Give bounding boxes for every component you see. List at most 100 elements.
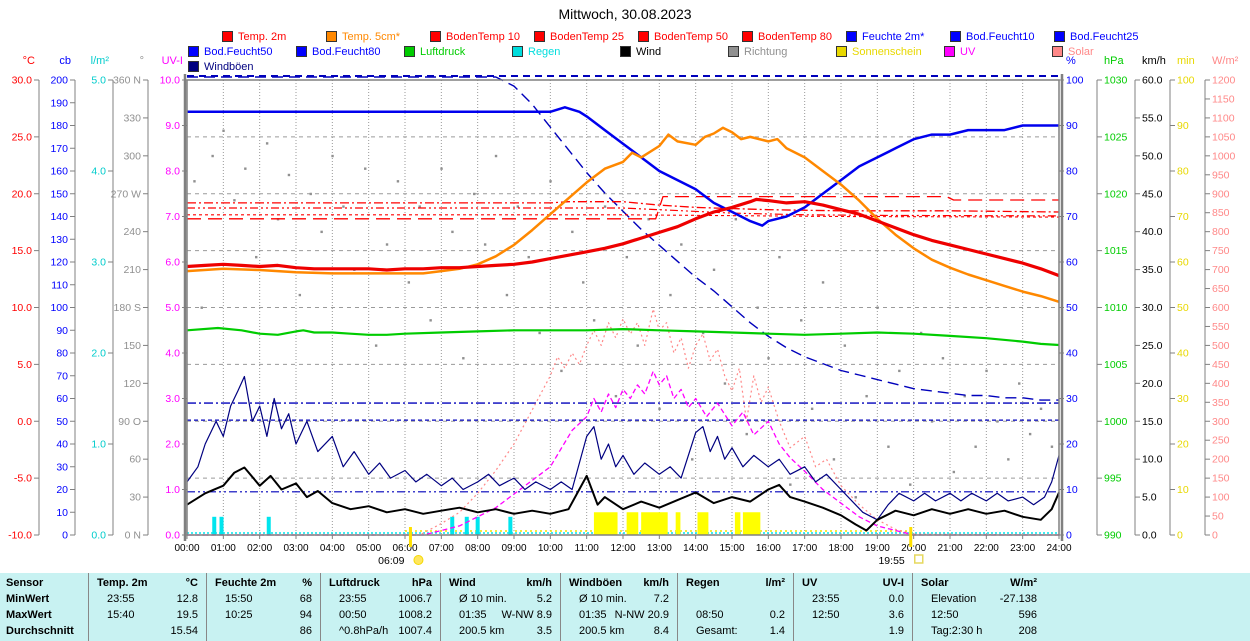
- legend-swatch-bodentemp-10: [430, 31, 441, 42]
- richtung-dot: [1007, 458, 1010, 461]
- legend-label: Luftdruck: [420, 45, 466, 58]
- axis-label-°: 300: [123, 150, 141, 162]
- x-axis-label: 03:00: [283, 543, 308, 554]
- rain-bar: [475, 516, 480, 535]
- cell-label: ^0.8hPa/h: [339, 625, 389, 637]
- richtung-dot: [767, 357, 770, 360]
- cell-label: Tag:2:30 h: [931, 625, 983, 637]
- series-bodentemp-80: [187, 195, 1059, 220]
- sunshine-bar: [626, 512, 639, 535]
- axis-label-W/m²: 500: [1212, 340, 1230, 352]
- richtung-dot: [527, 255, 530, 259]
- legend-label: Bod.Feucht50: [204, 45, 273, 58]
- axis-label-%: 30: [1066, 393, 1078, 405]
- axis-label-UV-I: 5.0: [165, 302, 180, 314]
- richtung-dot: [211, 154, 214, 158]
- axis-label-l/m²: 5.0: [91, 75, 106, 87]
- table-cell-row: 15:50 68: [207, 593, 320, 609]
- table-cell-row: 12:50 596: [913, 609, 1045, 625]
- cell-label: 00:50: [339, 609, 367, 621]
- table-cell-row: Ø 10 min. 7.2: [561, 593, 677, 609]
- richtung-dot: [560, 369, 563, 373]
- richtung-dot: [298, 293, 302, 297]
- col-unit: °C: [185, 577, 198, 589]
- richtung-dot: [832, 458, 836, 461]
- cell-label: 23:55: [812, 593, 840, 605]
- cell-label: 23:55: [107, 593, 135, 605]
- richtung-dot: [898, 369, 901, 373]
- table-cell-row: 12:50 3.6: [794, 609, 912, 625]
- legend-row-2: Bod.Feucht50 Bod.Feucht80 Luftdruck Regen Wi…: [188, 45, 1160, 58]
- richtung-dot: [865, 394, 868, 398]
- legend-item-bod-feucht80: Bod.Feucht80: [296, 45, 404, 58]
- x-axis-label: 02:00: [247, 543, 272, 554]
- table-col-header: Wind km/h: [441, 577, 560, 593]
- cell-value: 1006.7: [398, 593, 432, 605]
- axis-label-cb: 190: [50, 97, 68, 109]
- x-axis-label: 04:00: [320, 543, 345, 554]
- axis-label-%: 10: [1066, 484, 1078, 496]
- richtung-dot: [255, 255, 258, 259]
- axis-label-W/m²: 750: [1212, 245, 1230, 257]
- col-name: Solar: [921, 577, 949, 589]
- richtung-dot: [647, 218, 650, 221]
- axis-label-km/h: 20.0: [1142, 378, 1163, 390]
- axis-label-UV-I: 6.0: [165, 257, 180, 269]
- richtung-dot: [843, 344, 847, 347]
- legend-label: Richtung: [744, 45, 788, 58]
- legend-swatch-bod-feucht80: [296, 46, 307, 57]
- axis-unit-l/m²: l/m²: [91, 55, 110, 67]
- axis-label-W/m²: 850: [1212, 207, 1230, 219]
- axis-label-W/m²: 1050: [1212, 131, 1236, 143]
- table-cell-row: 08:50 0.2: [678, 609, 793, 625]
- axis-label-°C: -10.0: [8, 530, 32, 542]
- richtung-dot: [800, 319, 803, 322]
- axis-label-km/h: 40.0: [1142, 226, 1163, 238]
- series-windboeen: [186, 375, 1060, 521]
- axis-unit-W/m²: W/m²: [1212, 55, 1239, 67]
- legend-swatch-luftdruck: [404, 46, 415, 57]
- axis-label-°C: -5.0: [14, 473, 32, 485]
- axis-label-UV-I: 8.0: [165, 166, 180, 178]
- x-axis-label: 16:00: [756, 543, 781, 554]
- cell-label: [89, 625, 107, 641]
- x-axis-label: 19:00: [865, 543, 890, 554]
- x-axis-label: 13:00: [647, 543, 672, 554]
- legend-item-feuchte-2m: Feuchte 2m*: [846, 30, 950, 43]
- richtung-dot: [909, 483, 912, 486]
- axis-label-cb: 10: [56, 507, 68, 519]
- table-col-windb-en: Windböen km/h Ø 10 min. 7.2 01:35 N-NW 20.9 20…: [560, 573, 677, 641]
- series-uv: [187, 370, 1059, 536]
- legend-label: UV: [960, 45, 976, 58]
- table-cell-row: 23:55 1006.7: [321, 593, 440, 609]
- richtung-dot: [331, 154, 334, 158]
- axis-label-°C: 5.0: [17, 359, 32, 371]
- cell-label: 15:50: [225, 593, 253, 605]
- rain-bar: [464, 516, 469, 535]
- col-name: Luftdruck: [329, 577, 380, 589]
- legend-item-bod-feucht10: Bod.Feucht10: [950, 30, 1054, 43]
- legend-item-regen: Regen: [512, 45, 620, 58]
- richtung-dot: [810, 407, 814, 411]
- series-solar: [187, 308, 1060, 536]
- table-cell-row: 15.54: [89, 625, 206, 641]
- axis-label-W/m²: 150: [1212, 473, 1230, 485]
- legend-swatch-solar: [1052, 46, 1063, 57]
- table-col-sensor: Sensor MinWert MaxWert Durchschnitt: [0, 573, 88, 641]
- cell-label: 15:40: [107, 609, 135, 621]
- cell-value: 0.0: [888, 593, 904, 605]
- row-label: Durchschnitt: [6, 625, 74, 637]
- cell-value: 12.8: [176, 593, 198, 605]
- legend-swatch-uv: [944, 46, 955, 57]
- x-axis-label: 22:00: [974, 543, 999, 554]
- table-col-uv: UV UV-I 23:55 0.0 12:50 3.6 1.9: [793, 573, 912, 641]
- axis-label-cb: 0: [62, 530, 68, 542]
- axis-label-°: 360 N: [113, 75, 141, 87]
- cell-label: 10:25: [225, 609, 253, 621]
- axis-label-km/h: 55.0: [1142, 112, 1163, 124]
- rain-bar: [212, 516, 217, 535]
- axis-label-l/m²: 1.0: [91, 439, 106, 451]
- cell-value: 86: [299, 625, 312, 637]
- cell-value: 15.54: [170, 625, 198, 637]
- axis-label-hPa: 1025: [1104, 131, 1128, 143]
